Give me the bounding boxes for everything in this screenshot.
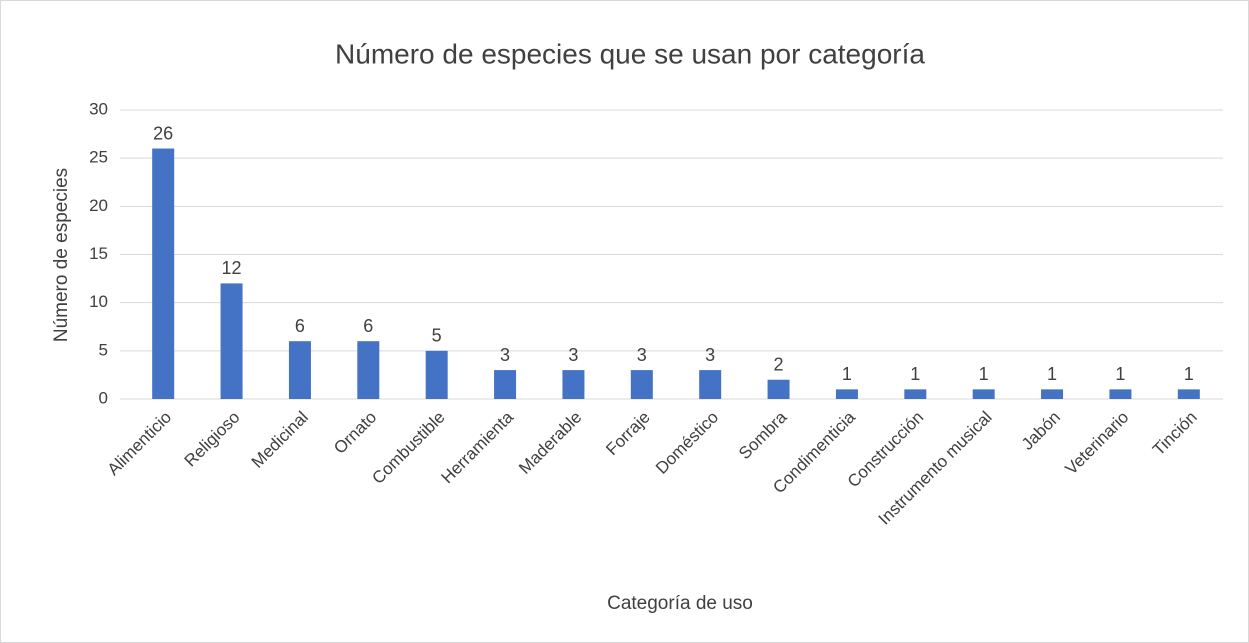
y-tick-label: 10 <box>89 292 108 311</box>
y-tick-label: 5 <box>99 340 108 359</box>
data-label: 1 <box>842 364 852 384</box>
y-tick-label: 25 <box>89 148 108 167</box>
bar <box>630 370 653 399</box>
bar <box>357 341 380 399</box>
bar <box>1109 389 1132 399</box>
y-tick-label: 0 <box>99 388 108 407</box>
bar <box>494 370 517 399</box>
data-label: 2 <box>774 354 784 374</box>
data-label: 1 <box>1115 364 1125 384</box>
data-label: 3 <box>500 345 510 365</box>
data-label: 6 <box>295 316 305 336</box>
y-axis-title: Número de especies <box>51 168 72 342</box>
bar <box>699 370 722 399</box>
data-label: 3 <box>568 345 578 365</box>
bar <box>972 389 995 399</box>
data-label: 1 <box>1047 364 1057 384</box>
data-label: 6 <box>363 316 373 336</box>
data-label: 26 <box>153 123 173 143</box>
x-axis-title: Categoría de uso <box>607 593 753 614</box>
data-label: 3 <box>637 345 647 365</box>
bar <box>562 370 585 399</box>
chart-title: Número de especies que se usan por categ… <box>335 38 925 69</box>
y-tick-label: 30 <box>89 99 108 118</box>
y-tick-label: 20 <box>89 196 108 215</box>
data-label: 12 <box>222 258 242 278</box>
data-label: 1 <box>979 364 989 384</box>
data-label: 5 <box>432 326 442 346</box>
data-label: 1 <box>1184 364 1194 384</box>
bar <box>904 389 927 399</box>
bar <box>835 389 858 399</box>
data-label: 1 <box>910 364 920 384</box>
bar <box>152 148 175 399</box>
data-label: 3 <box>705 345 715 365</box>
y-tick-label: 15 <box>89 244 108 263</box>
bar <box>1041 389 1064 399</box>
bar <box>425 350 448 399</box>
bar <box>1177 389 1200 399</box>
bar <box>288 341 311 399</box>
bar <box>220 283 243 399</box>
bar <box>767 379 790 399</box>
